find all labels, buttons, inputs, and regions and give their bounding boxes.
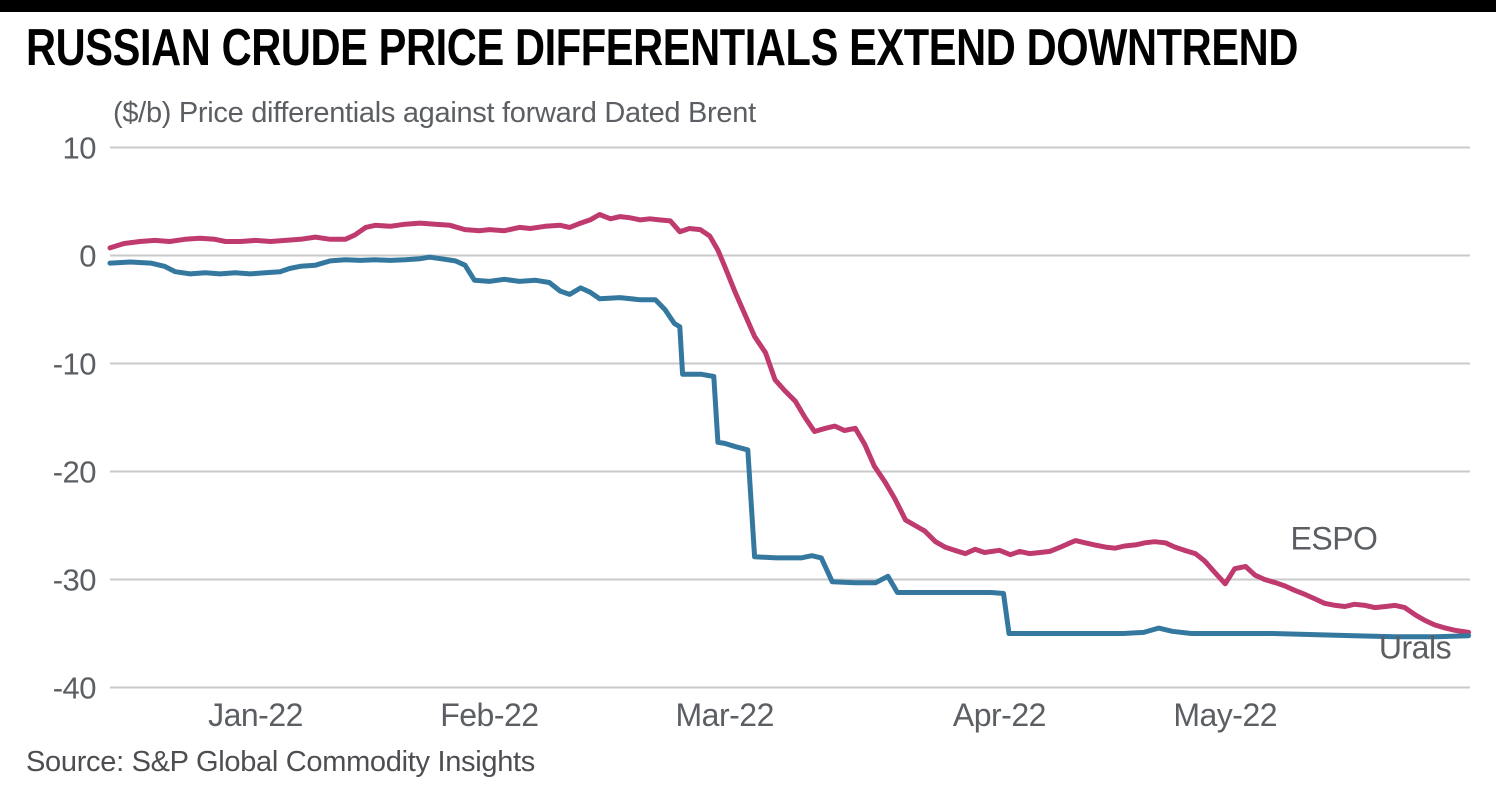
source-note: Source: S&P Global Commodity Insights [26, 746, 535, 778]
series-label-urals: Urals [1379, 629, 1451, 665]
series-label-espo: ESPO [1291, 520, 1378, 556]
x-tick-label: Feb-22 [440, 697, 538, 733]
series-line-espo [107, 212, 1472, 635]
x-tick-label: May-22 [1173, 697, 1277, 733]
x-tick-label: Mar-22 [676, 697, 774, 733]
y-tick-label: -10 [53, 347, 97, 382]
y-tick-label: 10 [63, 131, 97, 166]
series-line-urals [107, 254, 1472, 640]
y-tick-label: -40 [53, 671, 97, 706]
top-accent-bar [0, 0, 1496, 12]
y-tick-label: 0 [79, 239, 96, 274]
chart-title: RUSSIAN CRUDE PRICE DIFFERENTIALS EXTEND… [26, 19, 1298, 77]
y-tick-label: -30 [53, 563, 97, 598]
x-tick-label: Apr-22 [953, 697, 1046, 733]
chart-subtitle: ($/b) Price differentials against forwar… [113, 97, 756, 129]
y-tick-label: -20 [53, 455, 97, 490]
x-tick-label: Jan-22 [208, 697, 303, 733]
